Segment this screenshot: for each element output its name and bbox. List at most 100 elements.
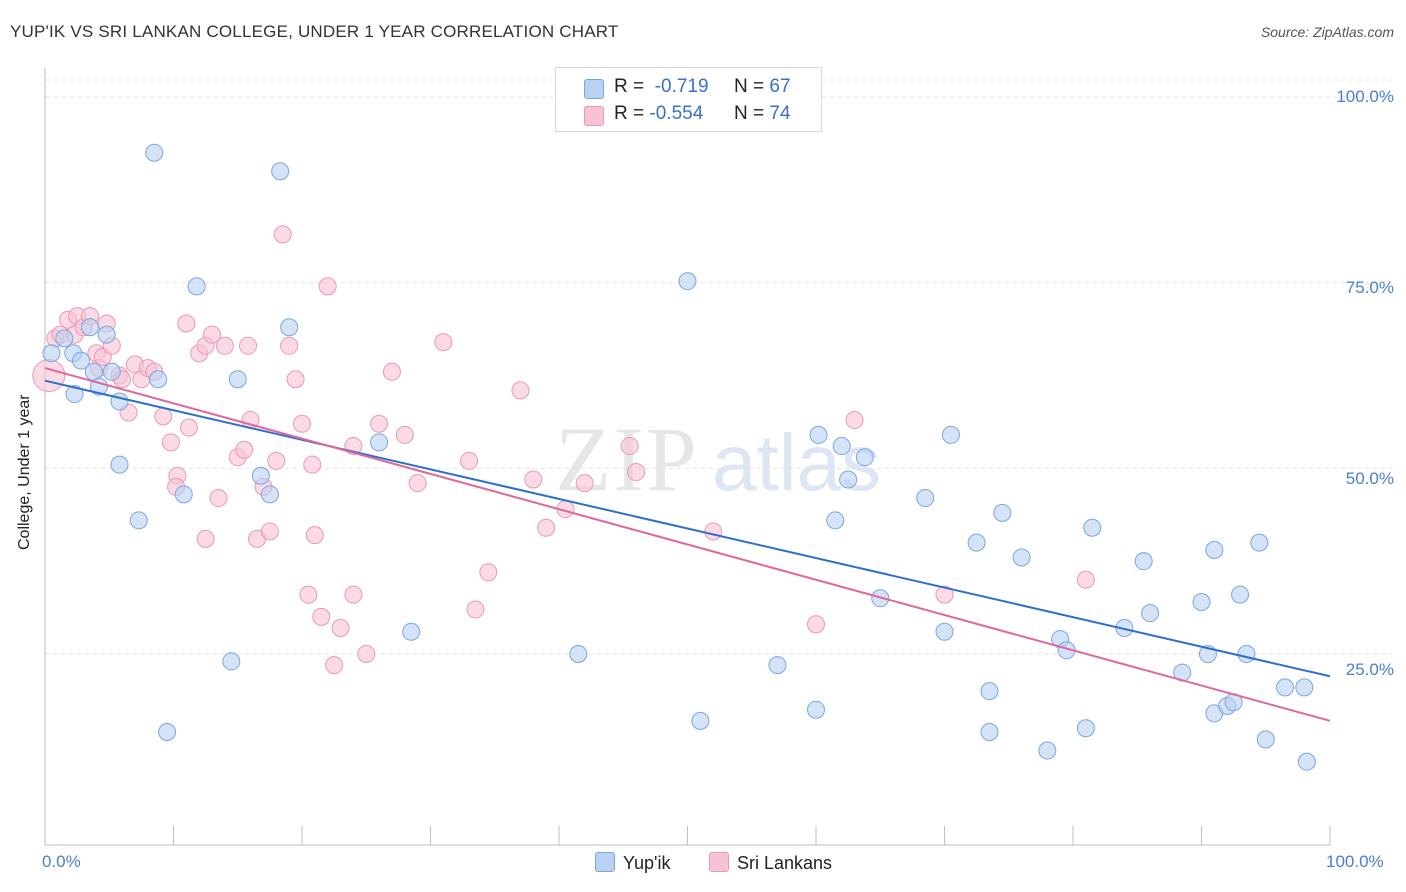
point-srilankans-67 [620, 437, 639, 456]
y-tick-75: 75.0% [1345, 278, 1394, 297]
point-yupik-52 [1141, 604, 1160, 623]
point-srilankans-21 [161, 433, 180, 452]
point-yupik-4 [71, 351, 90, 370]
point-srilankans-71 [845, 411, 864, 430]
point-srilankans-41 [280, 336, 299, 355]
point-srilankans-59 [460, 451, 479, 470]
legend-swatch-yupik [584, 79, 604, 99]
point-yupik-1 [55, 329, 74, 348]
bottom-legend-swatch-srilankans [709, 852, 729, 872]
point-yupik-63 [1256, 730, 1275, 749]
point-srilankans-58 [434, 333, 453, 352]
point-srilankans-40 [273, 225, 292, 244]
point-yupik-9 [102, 362, 121, 381]
point-yupik-29 [768, 656, 787, 675]
point-yupik-37 [916, 489, 935, 508]
point-srilankans-53 [357, 645, 376, 663]
point-yupik-11 [110, 455, 129, 474]
point-srilankans-24 [177, 314, 196, 333]
point-yupik-39 [941, 425, 960, 444]
point-srilankans-64 [537, 518, 556, 537]
point-yupik-45 [1038, 741, 1057, 760]
point-yupik-48 [1076, 719, 1095, 738]
point-srilankans-0 [32, 359, 66, 392]
point-yupik-21 [260, 485, 279, 504]
point-srilankans-68 [627, 463, 646, 482]
point-yupik-51 [1134, 552, 1153, 571]
point-srilankans-30 [209, 489, 228, 508]
point-yupik-65 [1295, 678, 1314, 697]
point-yupik-3 [65, 385, 84, 404]
point-yupik-49 [1083, 518, 1102, 537]
point-srilankans-20 [154, 407, 173, 426]
point-yupik-42 [980, 722, 999, 741]
point-srilankans-63 [524, 470, 543, 489]
watermark-zip: ZIP [555, 408, 699, 510]
axes [44, 68, 1331, 846]
point-srilankans-38 [260, 522, 279, 541]
bottom-legend-swatch-yupik [595, 852, 615, 872]
x-tick-0: 0.0% [42, 852, 81, 871]
point-yupik-33 [832, 437, 851, 456]
series-yupik-points [42, 143, 1316, 771]
legend-row-yupik: R = -0.719 N = 67 [556, 74, 821, 100]
point-yupik-12 [129, 511, 148, 530]
x-tick-100: 100.0% [1326, 852, 1384, 871]
legend-r-yupik: R = -0.719 [614, 76, 709, 97]
point-srilankans-57 [408, 474, 427, 493]
y-tick-100: 100.0% [1336, 87, 1394, 106]
legend-swatch-srilankans [584, 106, 604, 126]
point-srilankans-33 [235, 440, 254, 459]
point-srilankans-55 [382, 362, 401, 381]
point-yupik-5 [80, 318, 99, 337]
point-srilankans-73 [1076, 570, 1095, 589]
point-yupik-35 [855, 448, 874, 467]
point-srilankans-45 [303, 455, 322, 474]
point-yupik-18 [222, 652, 241, 671]
point-srilankans-27 [196, 529, 215, 548]
point-yupik-61 [1237, 645, 1256, 663]
point-srilankans-66 [575, 474, 594, 493]
point-yupik-14 [149, 370, 168, 389]
point-yupik-22 [271, 162, 290, 181]
point-srilankans-43 [293, 414, 311, 433]
point-yupik-19 [228, 370, 247, 389]
point-srilankans-54 [370, 414, 389, 433]
point-srilankans-48 [318, 277, 337, 296]
point-yupik-34 [839, 470, 858, 489]
point-srilankans-47 [312, 607, 331, 626]
trend-line-yupik [44, 379, 1331, 678]
point-yupik-28 [691, 711, 710, 730]
point-srilankans-50 [331, 619, 350, 638]
legend-n-srilankans: N = 74 [734, 103, 791, 124]
y-axis-label: College, Under 1 year [16, 394, 33, 550]
point-srilankans-51 [344, 585, 363, 604]
point-yupik-26 [569, 645, 588, 663]
point-srilankans-29 [203, 325, 222, 344]
bottom-legend-yupik: Yup'ik [595, 852, 670, 874]
point-yupik-16 [174, 485, 193, 504]
point-yupik-43 [993, 503, 1012, 522]
point-srilankans-61 [479, 563, 498, 582]
point-srilankans-44 [299, 585, 318, 604]
point-yupik-8 [97, 325, 116, 344]
point-yupik-57 [1205, 541, 1224, 560]
point-yupik-64 [1276, 678, 1295, 697]
point-yupik-38 [935, 622, 954, 641]
point-yupik-60 [1231, 585, 1250, 604]
grid-lines [45, 79, 1392, 655]
point-yupik-66 [1297, 752, 1316, 771]
point-yupik-44 [1012, 548, 1031, 567]
y-tick-25: 25.0% [1345, 660, 1394, 679]
point-yupik-17 [187, 277, 206, 296]
legend: R = -0.719 N = 67 R = -0.554 N = 74 [555, 67, 822, 132]
point-srilankans-56 [395, 425, 414, 444]
legend-row-srilankans: R = -0.554 N = 74 [556, 101, 821, 127]
point-srilankans-25 [179, 418, 198, 437]
point-srilankans-31 [215, 336, 234, 355]
legend-n-yupik: N = 67 [734, 76, 791, 97]
point-srilankans-39 [267, 451, 286, 470]
trend-lines [44, 367, 1331, 722]
point-yupik-27 [678, 272, 697, 291]
